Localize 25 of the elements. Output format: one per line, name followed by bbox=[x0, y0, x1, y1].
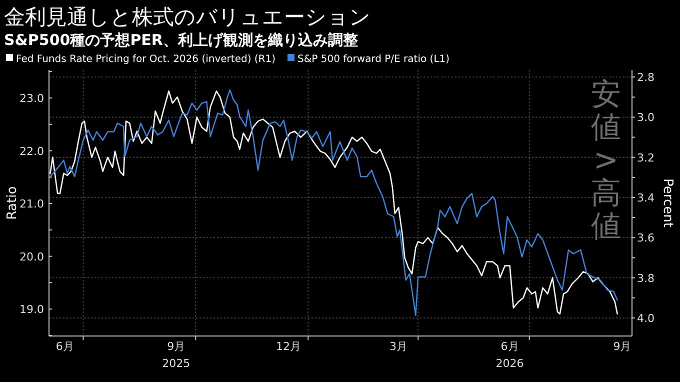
y-axis-title: Ratio bbox=[5, 186, 20, 220]
y2-tick-label: 3.4 bbox=[637, 191, 654, 204]
x-tick-label: 6月 bbox=[56, 340, 74, 353]
x-tick-label: 3月 bbox=[390, 340, 408, 353]
legend-label: Fed Funds Rate Pricing for Oct. 2026 (inverted) (R1) bbox=[16, 54, 276, 65]
legend-label: S&P 500 forward P/E ratio (L1) bbox=[298, 54, 450, 65]
subtitle: S&P500種の予想PER、利上げ観測を織り込み調整 bbox=[4, 31, 358, 49]
y2-tick-label: 3.6 bbox=[637, 232, 654, 245]
y2-tick-label: 3.0 bbox=[637, 111, 654, 124]
y-tick-label: 21.0 bbox=[20, 198, 44, 211]
annotation: 安値>高値 bbox=[591, 77, 621, 244]
x-tick-label: 12月 bbox=[276, 340, 302, 353]
y2-tick-label: 3.2 bbox=[637, 151, 654, 164]
y2-tick-label: 4.0 bbox=[637, 312, 654, 325]
x-tick-label: 9月 2025 bbox=[162, 340, 190, 370]
y-tick-label: 22.0 bbox=[20, 144, 44, 158]
title: 金利見通しと株式のバリュエーション bbox=[4, 5, 371, 29]
x-tick-label: 9月 bbox=[613, 340, 632, 353]
y-tick-label: 20.0 bbox=[20, 250, 44, 264]
y2-tick-label: 2.8 bbox=[637, 71, 654, 84]
y-tick-label: 23.0 bbox=[20, 92, 44, 105]
y2-tick-label: 3.8 bbox=[637, 272, 654, 285]
x-tick-label: 6月 2026 bbox=[496, 340, 524, 370]
y-tick-label: 19.0 bbox=[20, 303, 44, 316]
y2-axis-title: Percent bbox=[660, 178, 675, 228]
